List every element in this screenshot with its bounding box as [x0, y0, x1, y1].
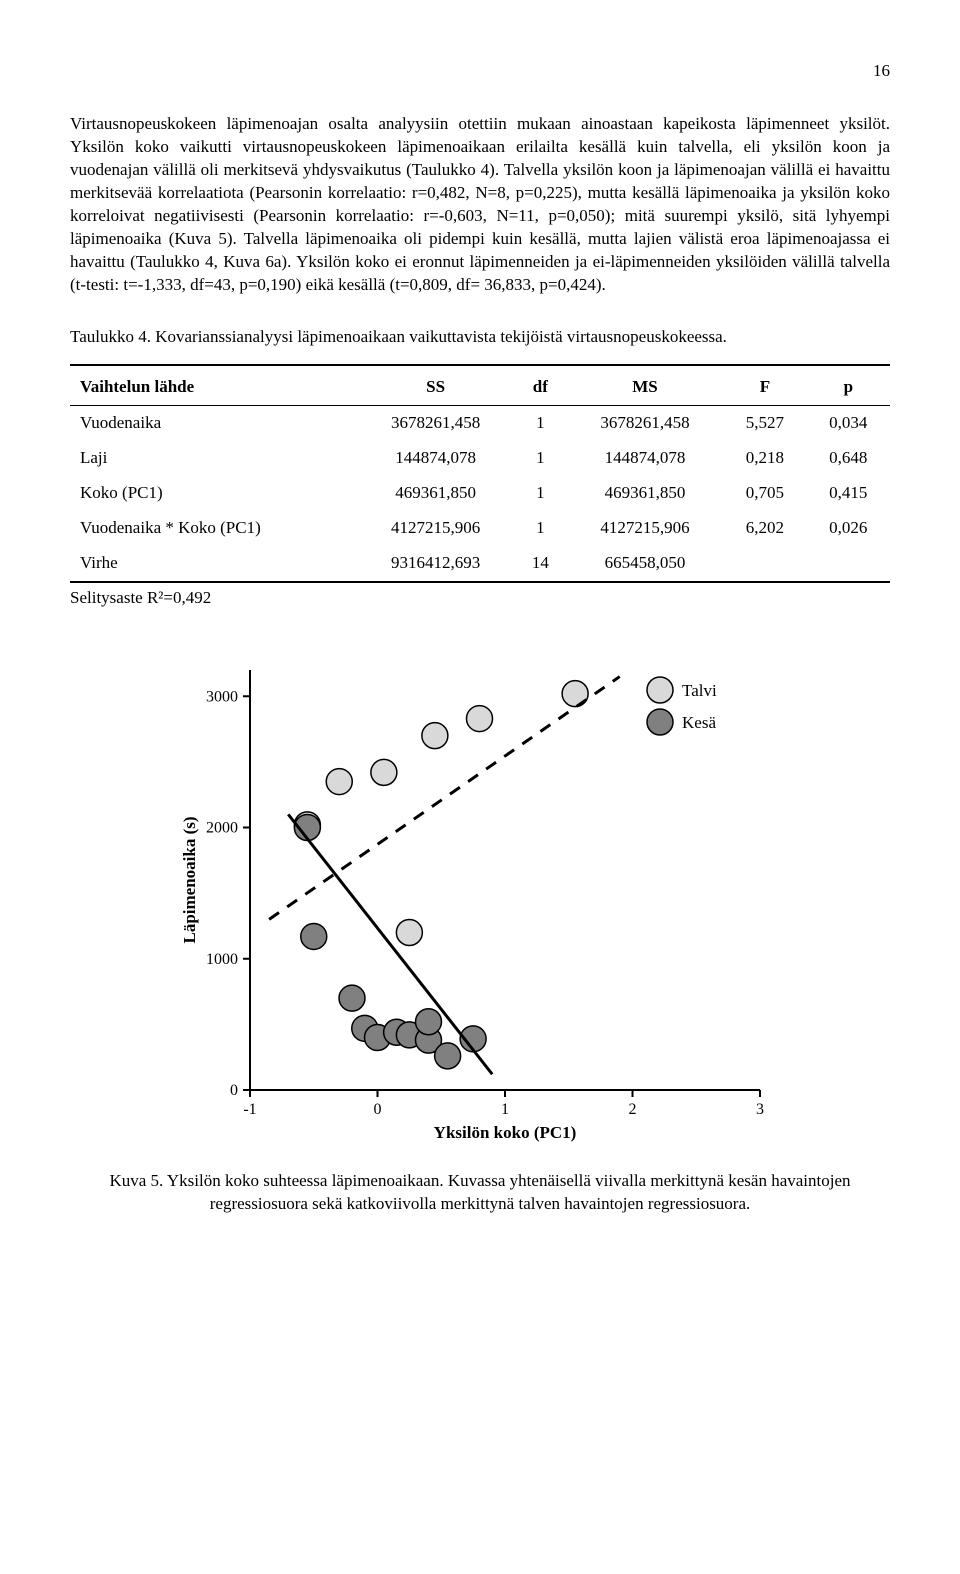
cell: 4127215,906 — [567, 511, 723, 546]
cell: 0,648 — [807, 441, 890, 476]
figure-caption: Kuva 5. Yksilön koko suhteessa läpimenoa… — [70, 1170, 890, 1216]
svg-text:Yksilön koko (PC1): Yksilön koko (PC1) — [434, 1123, 577, 1142]
cell: 5,527 — [723, 406, 806, 441]
svg-text:Läpimenoaika (s): Läpimenoaika (s) — [180, 816, 199, 943]
cell: 9316412,693 — [357, 546, 513, 582]
cell: 0,415 — [807, 476, 890, 511]
th-source: Vaihtelun lähde — [70, 370, 357, 405]
cell: Vuodenaika * Koko (PC1) — [70, 511, 357, 546]
svg-text:1: 1 — [501, 1101, 509, 1118]
th-ms: MS — [567, 370, 723, 405]
anova-table: Vaihtelun lähde SS df MS F p Vuodenaika … — [70, 364, 890, 583]
table-caption: Taulukko 4. Kovarianssianalyysi läpimeno… — [70, 326, 890, 349]
cell: 469361,850 — [567, 476, 723, 511]
table-row: Vuodenaika * Koko (PC1) 4127215,906 1 41… — [70, 511, 890, 546]
svg-text:2: 2 — [629, 1101, 637, 1118]
body-paragraph: Virtausnopeuskokeen läpimenoajan osalta … — [70, 113, 890, 297]
cell: 1 — [514, 511, 567, 546]
svg-text:0: 0 — [230, 1082, 238, 1099]
th-df: df — [514, 370, 567, 405]
cell: 3678261,458 — [357, 406, 513, 441]
table-row: Laji 144874,078 1 144874,078 0,218 0,648 — [70, 441, 890, 476]
cell: 14 — [514, 546, 567, 582]
page-number: 16 — [70, 60, 890, 83]
cell: 4127215,906 — [357, 511, 513, 546]
cell: Laji — [70, 441, 357, 476]
svg-text:3000: 3000 — [206, 688, 238, 705]
cell: 1 — [514, 476, 567, 511]
th-p: p — [807, 370, 890, 405]
cell: 1 — [514, 441, 567, 476]
cell: 3678261,458 — [567, 406, 723, 441]
cell: Koko (PC1) — [70, 476, 357, 511]
table-row: Koko (PC1) 469361,850 1 469361,850 0,705… — [70, 476, 890, 511]
cell — [807, 546, 890, 582]
th-ss: SS — [357, 370, 513, 405]
svg-text:3: 3 — [756, 1101, 764, 1118]
cell: 144874,078 — [357, 441, 513, 476]
cell: 469361,850 — [357, 476, 513, 511]
scatter-chart: 0 1000 2000 3000 -1 0 1 2 3 Läpimenoaika (s) Yksil… — [160, 650, 800, 1150]
cell: 665458,050 — [567, 546, 723, 582]
cell: 0,218 — [723, 441, 806, 476]
table-row: Virhe 9316412,693 14 665458,050 — [70, 546, 890, 582]
svg-text:0: 0 — [374, 1101, 382, 1118]
chart-svg: 0 1000 2000 3000 -1 0 1 2 3 Läpimenoaika (s) Yksil… — [160, 650, 800, 1150]
cell: Virhe — [70, 546, 357, 582]
cell: 1 — [514, 406, 567, 441]
cell: 0,705 — [723, 476, 806, 511]
th-f: F — [723, 370, 806, 405]
cell: 144874,078 — [567, 441, 723, 476]
cell — [723, 546, 806, 582]
cell: 6,202 — [723, 511, 806, 546]
cell: 0,026 — [807, 511, 890, 546]
table-row: Vuodenaika 3678261,458 1 3678261,458 5,5… — [70, 406, 890, 441]
cell: Vuodenaika — [70, 406, 357, 441]
svg-text:Talvi: Talvi — [682, 681, 717, 700]
svg-text:2000: 2000 — [206, 819, 238, 836]
svg-text:-1: -1 — [243, 1101, 256, 1118]
svg-text:Kesä: Kesä — [682, 713, 716, 732]
r-squared: Selitysaste R²=0,492 — [70, 587, 890, 610]
cell: 0,034 — [807, 406, 890, 441]
svg-text:1000: 1000 — [206, 951, 238, 968]
